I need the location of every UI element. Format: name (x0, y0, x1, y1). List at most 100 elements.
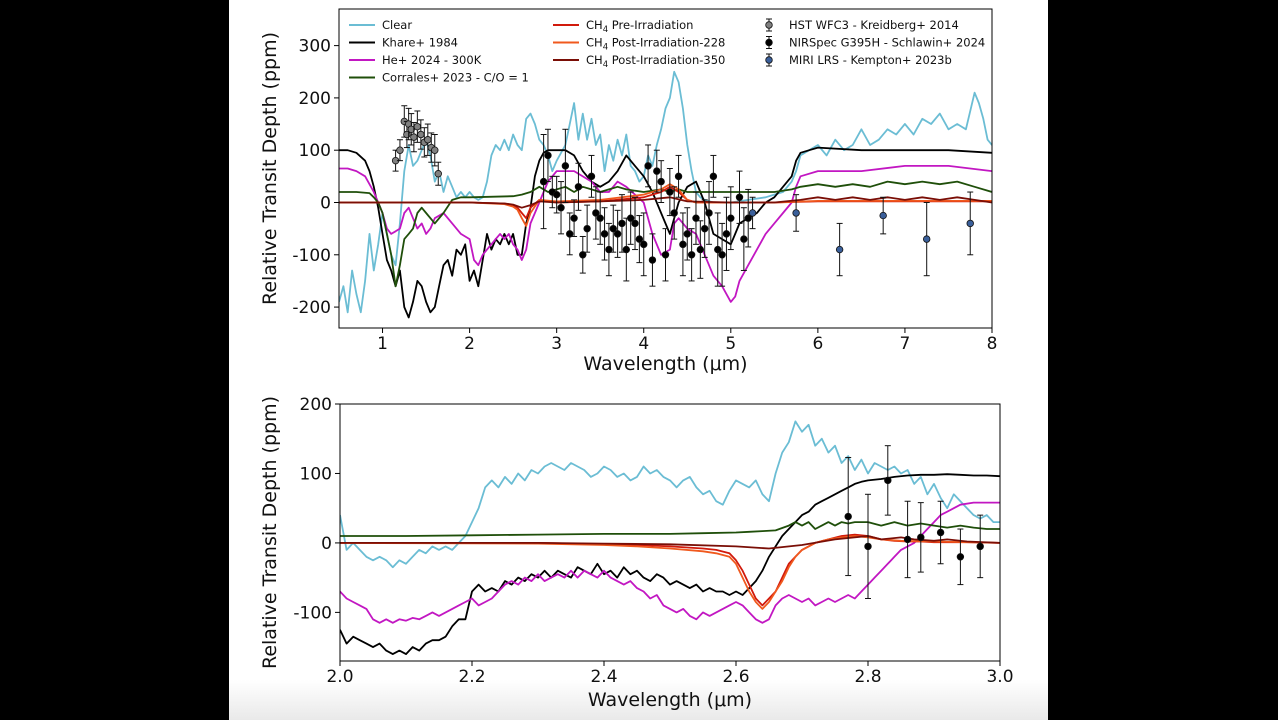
data-point (561, 162, 570, 170)
series-line-0-5 (339, 183, 992, 227)
data-point (936, 528, 945, 537)
data-point (966, 219, 974, 228)
series-line-0-3 (339, 180, 992, 288)
legend-item: CH4 Pre-Irradiation (553, 18, 693, 35)
legend-item: Corrales+ 2023 - C/O = 1 (349, 71, 529, 85)
legend-item: Clear (349, 18, 412, 32)
data-point (917, 533, 925, 542)
x-tick-label: 7 (900, 334, 911, 354)
data-point (596, 214, 604, 222)
legend-item: Khare+ 1984 (349, 36, 458, 50)
x-axis-label: Wavelength (μm) (588, 689, 752, 711)
legend-item: MIRI LRS - Kempton+ 2023b (765, 53, 952, 67)
series-line-1-3 (340, 521, 1000, 537)
legend-item: HST WFC3 - Kreidberg+ 2014 (765, 18, 959, 32)
data-point (417, 130, 425, 139)
data-point (661, 251, 670, 259)
x-tick-label: 4 (638, 334, 649, 354)
data-point (566, 230, 574, 238)
data-point (583, 224, 591, 233)
legend-label: HST WFC3 - Kreidberg+ 2014 (789, 18, 959, 32)
data-point (544, 151, 552, 160)
data-point (424, 136, 432, 144)
y-axis-label: Relative Transit Depth (ppm) (259, 32, 281, 305)
data-point (683, 230, 691, 238)
data-point (692, 214, 700, 222)
data-point (670, 209, 678, 217)
series-line-0-6 (339, 196, 992, 209)
figure-canvas (229, 0, 1048, 720)
data-point (600, 230, 609, 238)
data-point (434, 170, 442, 178)
data-point (653, 167, 661, 175)
x-tick-label: 2.4 (590, 667, 617, 687)
data-point (835, 245, 844, 254)
data-point (410, 133, 418, 141)
data-point (748, 209, 757, 217)
data-point (557, 204, 565, 212)
legend-marker (765, 38, 773, 47)
data-point (648, 256, 657, 264)
series-line-1-1 (340, 473, 1000, 655)
data-point (714, 245, 722, 254)
data-point (727, 214, 735, 222)
legend-label: Clear (382, 18, 412, 32)
legend-item: CH4 Post-Irradiation-228 (553, 36, 725, 53)
legend-label: He+ 2024 - 300K (382, 53, 482, 67)
data-point (696, 245, 705, 254)
data-point (413, 122, 422, 131)
data-point (718, 251, 726, 259)
x-tick-label: 2.0 (326, 667, 353, 687)
data-point (700, 224, 709, 233)
y-tick-label: 100 (299, 141, 331, 161)
data-point (552, 190, 561, 199)
data-point (635, 235, 644, 243)
data-point (976, 542, 984, 551)
y-tick-label: -200 (292, 298, 331, 318)
x-tick-label: 3.0 (986, 667, 1013, 687)
data-point (903, 535, 912, 544)
y-tick-label: 0 (320, 193, 331, 213)
x-axis-label: Wavelength (μm) (583, 353, 747, 375)
data-point (609, 224, 617, 233)
data-point (657, 177, 665, 186)
data-point (626, 214, 635, 222)
data-point (735, 193, 744, 201)
data-point (923, 235, 931, 243)
plot-frame (339, 403, 1001, 662)
bottom-panel: 2.0 2.2 2.4 2.6 2.8 3.0 -100 0 100 200 Wavelength … (259, 395, 1014, 711)
legend-item: NIRSpec G395H - Schlawin+ 2024 (765, 36, 985, 50)
data-point (792, 209, 800, 217)
data-point (705, 209, 713, 217)
x-tick-label: 6 (812, 334, 823, 354)
data-point (666, 188, 674, 196)
data-point (879, 211, 887, 220)
data-point (618, 219, 626, 228)
legend: Clear Khare+ 1984 He+ 2024 - 300K Corrales+… (349, 18, 985, 85)
data-point (570, 214, 578, 222)
plot-frame (338, 8, 993, 329)
y-tick-label: -100 (292, 246, 331, 266)
data-point (396, 146, 404, 154)
y-axis-label: Relative Transit Depth (ppm) (259, 396, 281, 669)
data-point (744, 214, 752, 222)
y-tick-label: 200 (299, 89, 331, 109)
legend-label: CH4 Post-Irradiation-350 (586, 53, 725, 70)
y-tick-label: 0 (321, 534, 332, 554)
data-point (956, 553, 965, 561)
data-point (407, 125, 415, 133)
data-point (740, 235, 748, 243)
data-point (605, 245, 613, 254)
data-point (644, 162, 652, 170)
data-point (574, 183, 583, 191)
error-series-0-0 (391, 105, 442, 186)
data-point (592, 209, 600, 217)
x-tick-label: 5 (725, 334, 736, 354)
top-panel: 1 2 3 4 5 6 7 8 -200 -100 0 100 200 300 Wavelength (μm… (259, 8, 997, 375)
series-line-0-2 (339, 165, 992, 303)
x-tick-label: 2.8 (854, 667, 881, 687)
x-tick-label: 1 (377, 334, 388, 354)
error-series-0-2 (748, 191, 974, 277)
legend-label: Khare+ 1984 (382, 36, 458, 50)
